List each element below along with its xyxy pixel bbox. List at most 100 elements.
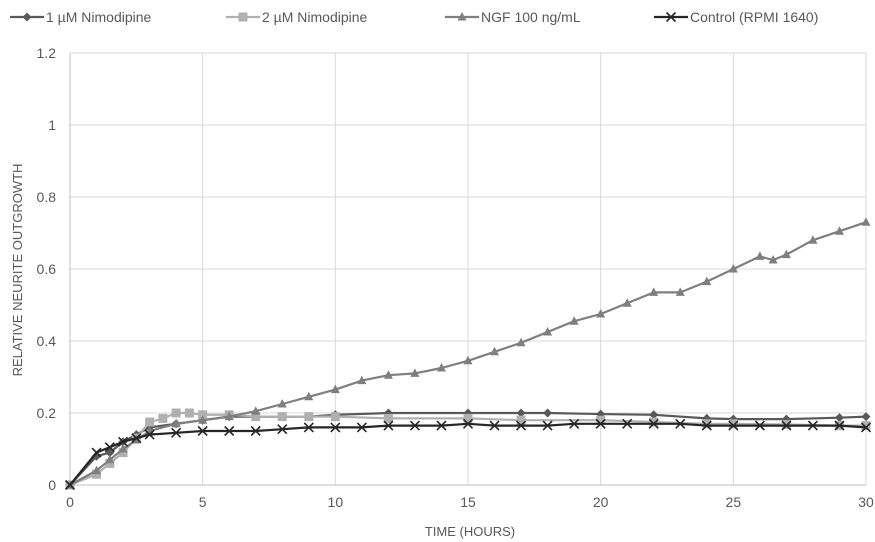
triangle-marker [383, 370, 393, 379]
x-marker [277, 424, 288, 435]
triangle-marker [781, 249, 791, 259]
x-tick-label: 5 [199, 494, 207, 510]
series-line [69, 221, 867, 486]
triangle-marker [490, 346, 500, 356]
triangle-marker [304, 391, 314, 401]
x-axis-title: TIME (HOURS) [425, 524, 515, 539]
diamond-marker [861, 412, 871, 422]
y-tick-label: 0 [48, 477, 56, 493]
triangle-marker [755, 251, 765, 260]
x-marker [595, 418, 606, 429]
diamond-marker [649, 410, 659, 420]
x-marker [104, 442, 115, 453]
triangle-marker [675, 287, 685, 296]
tick-labels: 0 5 10 15 20 25 30 0 0.2 0.4 0.6 0.8 1 1.2 [37, 45, 874, 510]
axes [69, 53, 866, 486]
y-axis-title: RELATIVE NEURITE OUTGROWTH [10, 164, 25, 377]
square-marker [171, 408, 181, 418]
x-marker [197, 425, 208, 437]
x-marker [131, 433, 142, 444]
triangle-marker [277, 399, 287, 408]
triangle-marker [251, 406, 261, 415]
triangle-marker [105, 454, 115, 464]
legend-item: Control (RPMI 1640) [654, 9, 818, 25]
square-marker [92, 469, 102, 479]
triangle-marker [410, 368, 420, 377]
x-marker [665, 11, 677, 23]
x-marker [436, 420, 447, 431]
x-tick-label: 25 [726, 494, 742, 510]
square-marker [728, 419, 738, 429]
triangle-marker [224, 411, 234, 421]
x-marker [754, 420, 765, 431]
x-marker [64, 479, 76, 491]
square-marker [105, 458, 115, 468]
triangle-marker [457, 12, 467, 21]
triangle-marker [118, 444, 128, 453]
x-tick-label: 10 [328, 494, 344, 510]
diamond-marker [516, 408, 526, 418]
triangle-marker [436, 363, 446, 372]
square-marker [118, 448, 128, 458]
x-marker [250, 425, 261, 437]
legend: 1 µM Nimodipine 2 µM Nimodipine NGF 100 ng… [10, 9, 818, 25]
x-marker [462, 418, 474, 429]
x-tick-label: 0 [66, 494, 74, 510]
square-marker [330, 412, 340, 422]
x-marker [383, 420, 394, 431]
legend-item: 1 µM Nimodipine [10, 9, 152, 25]
legend-label: 1 µM Nimodipine [46, 9, 152, 25]
triangle-marker [861, 217, 871, 226]
legend-label: NGF 100 ng/mL [481, 9, 581, 25]
triangle-marker [198, 415, 208, 424]
square-marker [596, 415, 606, 425]
legend-item: 2 µM Nimodipine [226, 9, 368, 25]
x-marker [807, 420, 818, 431]
triangle-marker [357, 375, 367, 385]
triangle-marker [171, 418, 181, 428]
y-tick-label: 0.4 [37, 333, 57, 349]
square-marker [649, 417, 659, 427]
x-marker [118, 436, 129, 447]
square-marker [238, 12, 248, 22]
square-marker [304, 412, 314, 422]
x-tick-label: 30 [858, 494, 874, 510]
x-marker [409, 420, 420, 431]
x-marker [728, 420, 739, 431]
triangle-marker [622, 298, 632, 307]
x-marker [330, 422, 341, 433]
square-marker [463, 413, 473, 423]
x-marker [356, 422, 367, 433]
triangle-marker [330, 384, 340, 394]
x-marker [224, 425, 235, 437]
x-marker [144, 429, 155, 440]
triangle-marker [463, 355, 473, 365]
square-marker [198, 410, 208, 420]
square-marker [184, 408, 194, 418]
triangle-marker [596, 309, 606, 318]
legend-label: 2 µM Nimodipine [262, 9, 368, 25]
y-tick-label: 1.2 [37, 45, 57, 61]
x-marker [622, 418, 633, 429]
square-marker [251, 412, 261, 422]
x-marker [648, 418, 659, 429]
x-marker [303, 422, 314, 433]
x-tick-label: 20 [593, 494, 609, 510]
y-tick-label: 0.8 [37, 189, 57, 205]
diamond-marker [834, 413, 844, 423]
x-marker [91, 447, 102, 458]
x-marker [516, 420, 527, 431]
triangle-marker [649, 287, 659, 296]
square-marker [277, 412, 287, 422]
legend-item: NGF 100 ng/mL [445, 9, 581, 25]
triangle-marker [516, 337, 526, 347]
triangle-marker [92, 465, 102, 475]
x-marker [569, 418, 580, 429]
triangle-marker [834, 226, 844, 235]
x-marker [489, 420, 500, 431]
square-marker [861, 421, 871, 431]
y-tick-label: 0.2 [37, 405, 57, 421]
x-tick-label: 15 [460, 494, 476, 510]
square-marker [145, 417, 155, 427]
y-tick-label: 1 [48, 117, 56, 133]
